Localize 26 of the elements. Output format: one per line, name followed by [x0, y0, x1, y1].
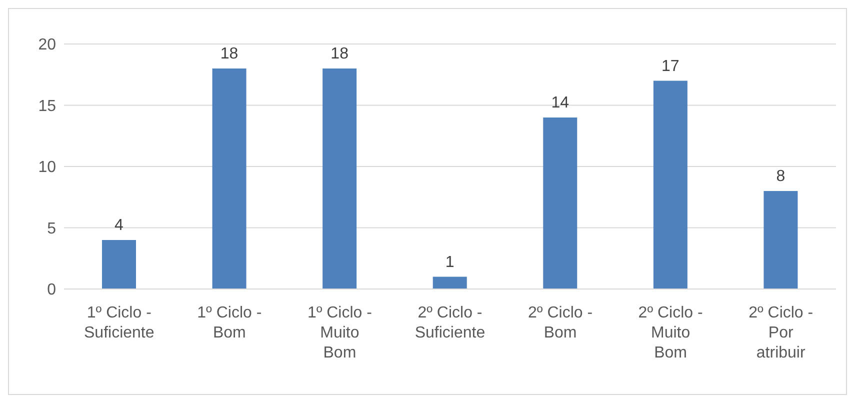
bar	[322, 68, 357, 289]
y-tick-label: 10	[38, 159, 56, 176]
x-tick-label: 2º Ciclo - Muito Bom	[638, 304, 703, 362]
bar	[543, 118, 578, 289]
bar	[432, 276, 467, 289]
data-label: 1	[445, 254, 454, 271]
y-tick-label: 20	[38, 36, 56, 54]
x-tick-label: 1º Ciclo - Bom	[197, 304, 262, 342]
x-tick-label: 1º Ciclo - Muito Bom	[307, 304, 372, 362]
y-tick-label: 15	[38, 98, 56, 115]
bar	[764, 191, 798, 289]
data-label: 18	[220, 46, 238, 62]
bar	[212, 68, 246, 289]
x-tick-label: 2º Ciclo - Bom	[528, 304, 593, 342]
y-tick-label: 5	[47, 220, 56, 238]
data-label: 17	[662, 58, 680, 75]
data-label: 18	[330, 46, 349, 62]
bar	[102, 240, 136, 289]
x-tick-label: 1º Ciclo - Suficiente	[84, 304, 154, 342]
x-tick-label: 2º Ciclo - Suficiente	[414, 304, 486, 342]
data-label: 14	[551, 94, 570, 112]
data-label: 8	[776, 168, 786, 185]
y-tick-label: 0	[47, 282, 56, 299]
bar	[653, 80, 688, 289]
data-label: 4	[114, 217, 124, 234]
x-tick-label: 2º Ciclo - Por atribuir	[748, 304, 814, 362]
